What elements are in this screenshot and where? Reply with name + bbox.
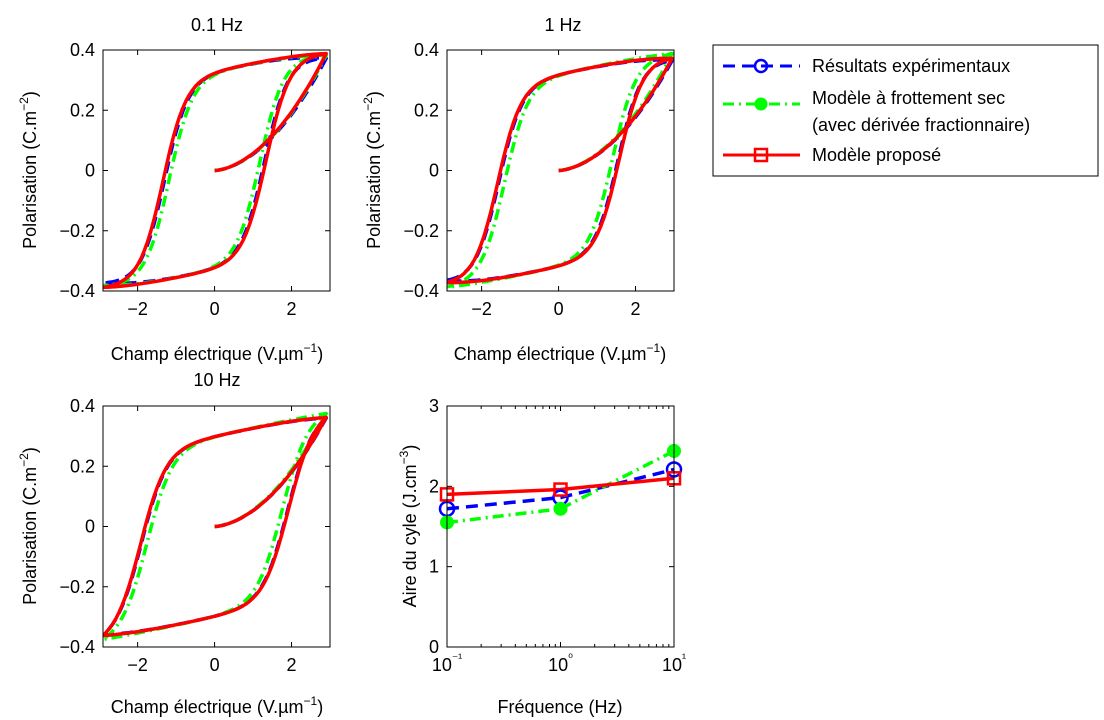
y-tick-label: −0.4 — [403, 281, 439, 301]
series-line-proposed — [103, 51, 328, 290]
y-tick-label: −0.2 — [59, 577, 95, 597]
y-tick-label: 0.2 — [70, 456, 95, 476]
series-layer — [103, 51, 328, 290]
legend-label-line2: (avec dérivée fractionnaire) — [812, 115, 1030, 135]
x-tick-label: 2 — [631, 299, 641, 319]
legend-label: Résultats expérimentaux — [812, 56, 1010, 76]
series-line-proposed — [447, 56, 674, 285]
panel-0-1hz: 0.1 Hz −2 0 2 −0.4 −0.2 0 0.2 0.4 Champ électri… — [17, 15, 331, 364]
series-layer — [447, 51, 674, 289]
panel-title: 1 Hz — [544, 15, 581, 35]
plot-frame — [446, 49, 675, 292]
legend-label: Modèle à frottement sec — [812, 88, 1005, 108]
x-axis-label: Champ électrique (V.µm−1) — [111, 694, 323, 717]
y-tick-label: 0 — [85, 517, 95, 537]
y-tick-label: −0.2 — [59, 221, 95, 241]
x-tick-label: 2 — [287, 299, 297, 319]
legend-entry-dry-friction: Modèle à frottement sec (avec dérivée fr… — [723, 88, 1030, 135]
y-tick-label: −0.4 — [59, 637, 95, 657]
y-tick-label: 1 — [429, 557, 439, 577]
x-tick-label: 0 — [554, 299, 564, 319]
x-tick-label: 10⁰ — [548, 651, 573, 675]
legend-marker-dot — [754, 97, 768, 111]
y-tick-label: 0.4 — [414, 40, 439, 60]
x-axis-label: Champ électrique (V.µm−1) — [454, 341, 666, 364]
plot-background — [447, 406, 674, 647]
plot-area: −2 0 2 −0.4 −0.2 0 0.2 0.4 — [59, 40, 331, 319]
series-line-dry-friction — [447, 51, 674, 289]
data-point-proposed — [553, 482, 568, 497]
y-tick-label: −0.2 — [403, 221, 439, 241]
y-tick-label: 3 — [429, 396, 439, 416]
y-tick-label: 2 — [429, 476, 439, 496]
y-tick-label: 0 — [85, 161, 95, 181]
panel-title: 0.1 Hz — [191, 15, 243, 35]
panel-title: 10 Hz — [193, 370, 240, 390]
y-tick-label: 0.4 — [70, 40, 95, 60]
legend: Résultats expérimentaux Modèle à frottem… — [712, 44, 1099, 177]
x-tick-label: −2 — [471, 299, 492, 319]
y-axis-label: Polarisation (C.m−2) — [17, 447, 40, 605]
y-axis-label: Polarisation (C.m−2) — [361, 91, 384, 249]
y-axis-label: Aire du cyle (J.cm−3) — [397, 445, 420, 608]
x-tick-label: −2 — [127, 299, 148, 319]
y-axis-label: Polarisation (C.m−2) — [17, 91, 40, 249]
x-axis-label: Fréquence (Hz) — [497, 697, 622, 717]
legend-marker-square — [753, 147, 769, 163]
plot-frame — [446, 405, 675, 648]
y-tick-label: 0 — [429, 637, 439, 657]
x-tick-label: −2 — [127, 655, 148, 675]
series-line-dry-friction — [103, 53, 328, 288]
legend-entry-proposed: Modèle proposé — [723, 145, 941, 165]
legend-label: Modèle proposé — [812, 145, 941, 165]
x-tick-label: 0 — [210, 655, 220, 675]
y-tick-label: 0.2 — [414, 100, 439, 120]
plot-area: −2 0 2 −0.4 −0.2 0 0.2 0.4 — [403, 40, 675, 319]
plot-frame — [102, 405, 331, 648]
series-layer — [103, 411, 328, 642]
y-tick-label: 0 — [429, 161, 439, 181]
data-point-dry-friction — [553, 501, 568, 516]
panel-1hz: 1 Hz −2 0 2 −0.4 −0.2 0 0.2 0.4 Champ électriqu… — [361, 15, 675, 364]
x-tick-label: 2 — [287, 655, 297, 675]
y-tick-label: 0.4 — [70, 396, 95, 416]
panel-10hz: 10 Hz −2 0 2 −0.4 −0.2 0 0.2 0.4 Champ électriq… — [17, 370, 331, 717]
plot-area: −2 0 2 −0.4 −0.2 0 0.2 0.4 — [59, 396, 331, 675]
legend-entry-experimental: Résultats expérimentaux — [723, 56, 1010, 76]
y-tick-label: 0.2 — [70, 100, 95, 120]
y-tick-label: −0.4 — [59, 281, 95, 301]
series-line-dry-friction — [103, 411, 328, 642]
x-tick-label: 10¹ — [662, 651, 686, 675]
plot-frame — [102, 49, 331, 292]
x-axis-label: Champ électrique (V.µm−1) — [111, 341, 323, 364]
series-line-proposed — [103, 415, 328, 638]
legend-marker-circle — [753, 58, 769, 74]
x-tick-label: 0 — [210, 299, 220, 319]
series-line-experimental — [447, 467, 674, 511]
